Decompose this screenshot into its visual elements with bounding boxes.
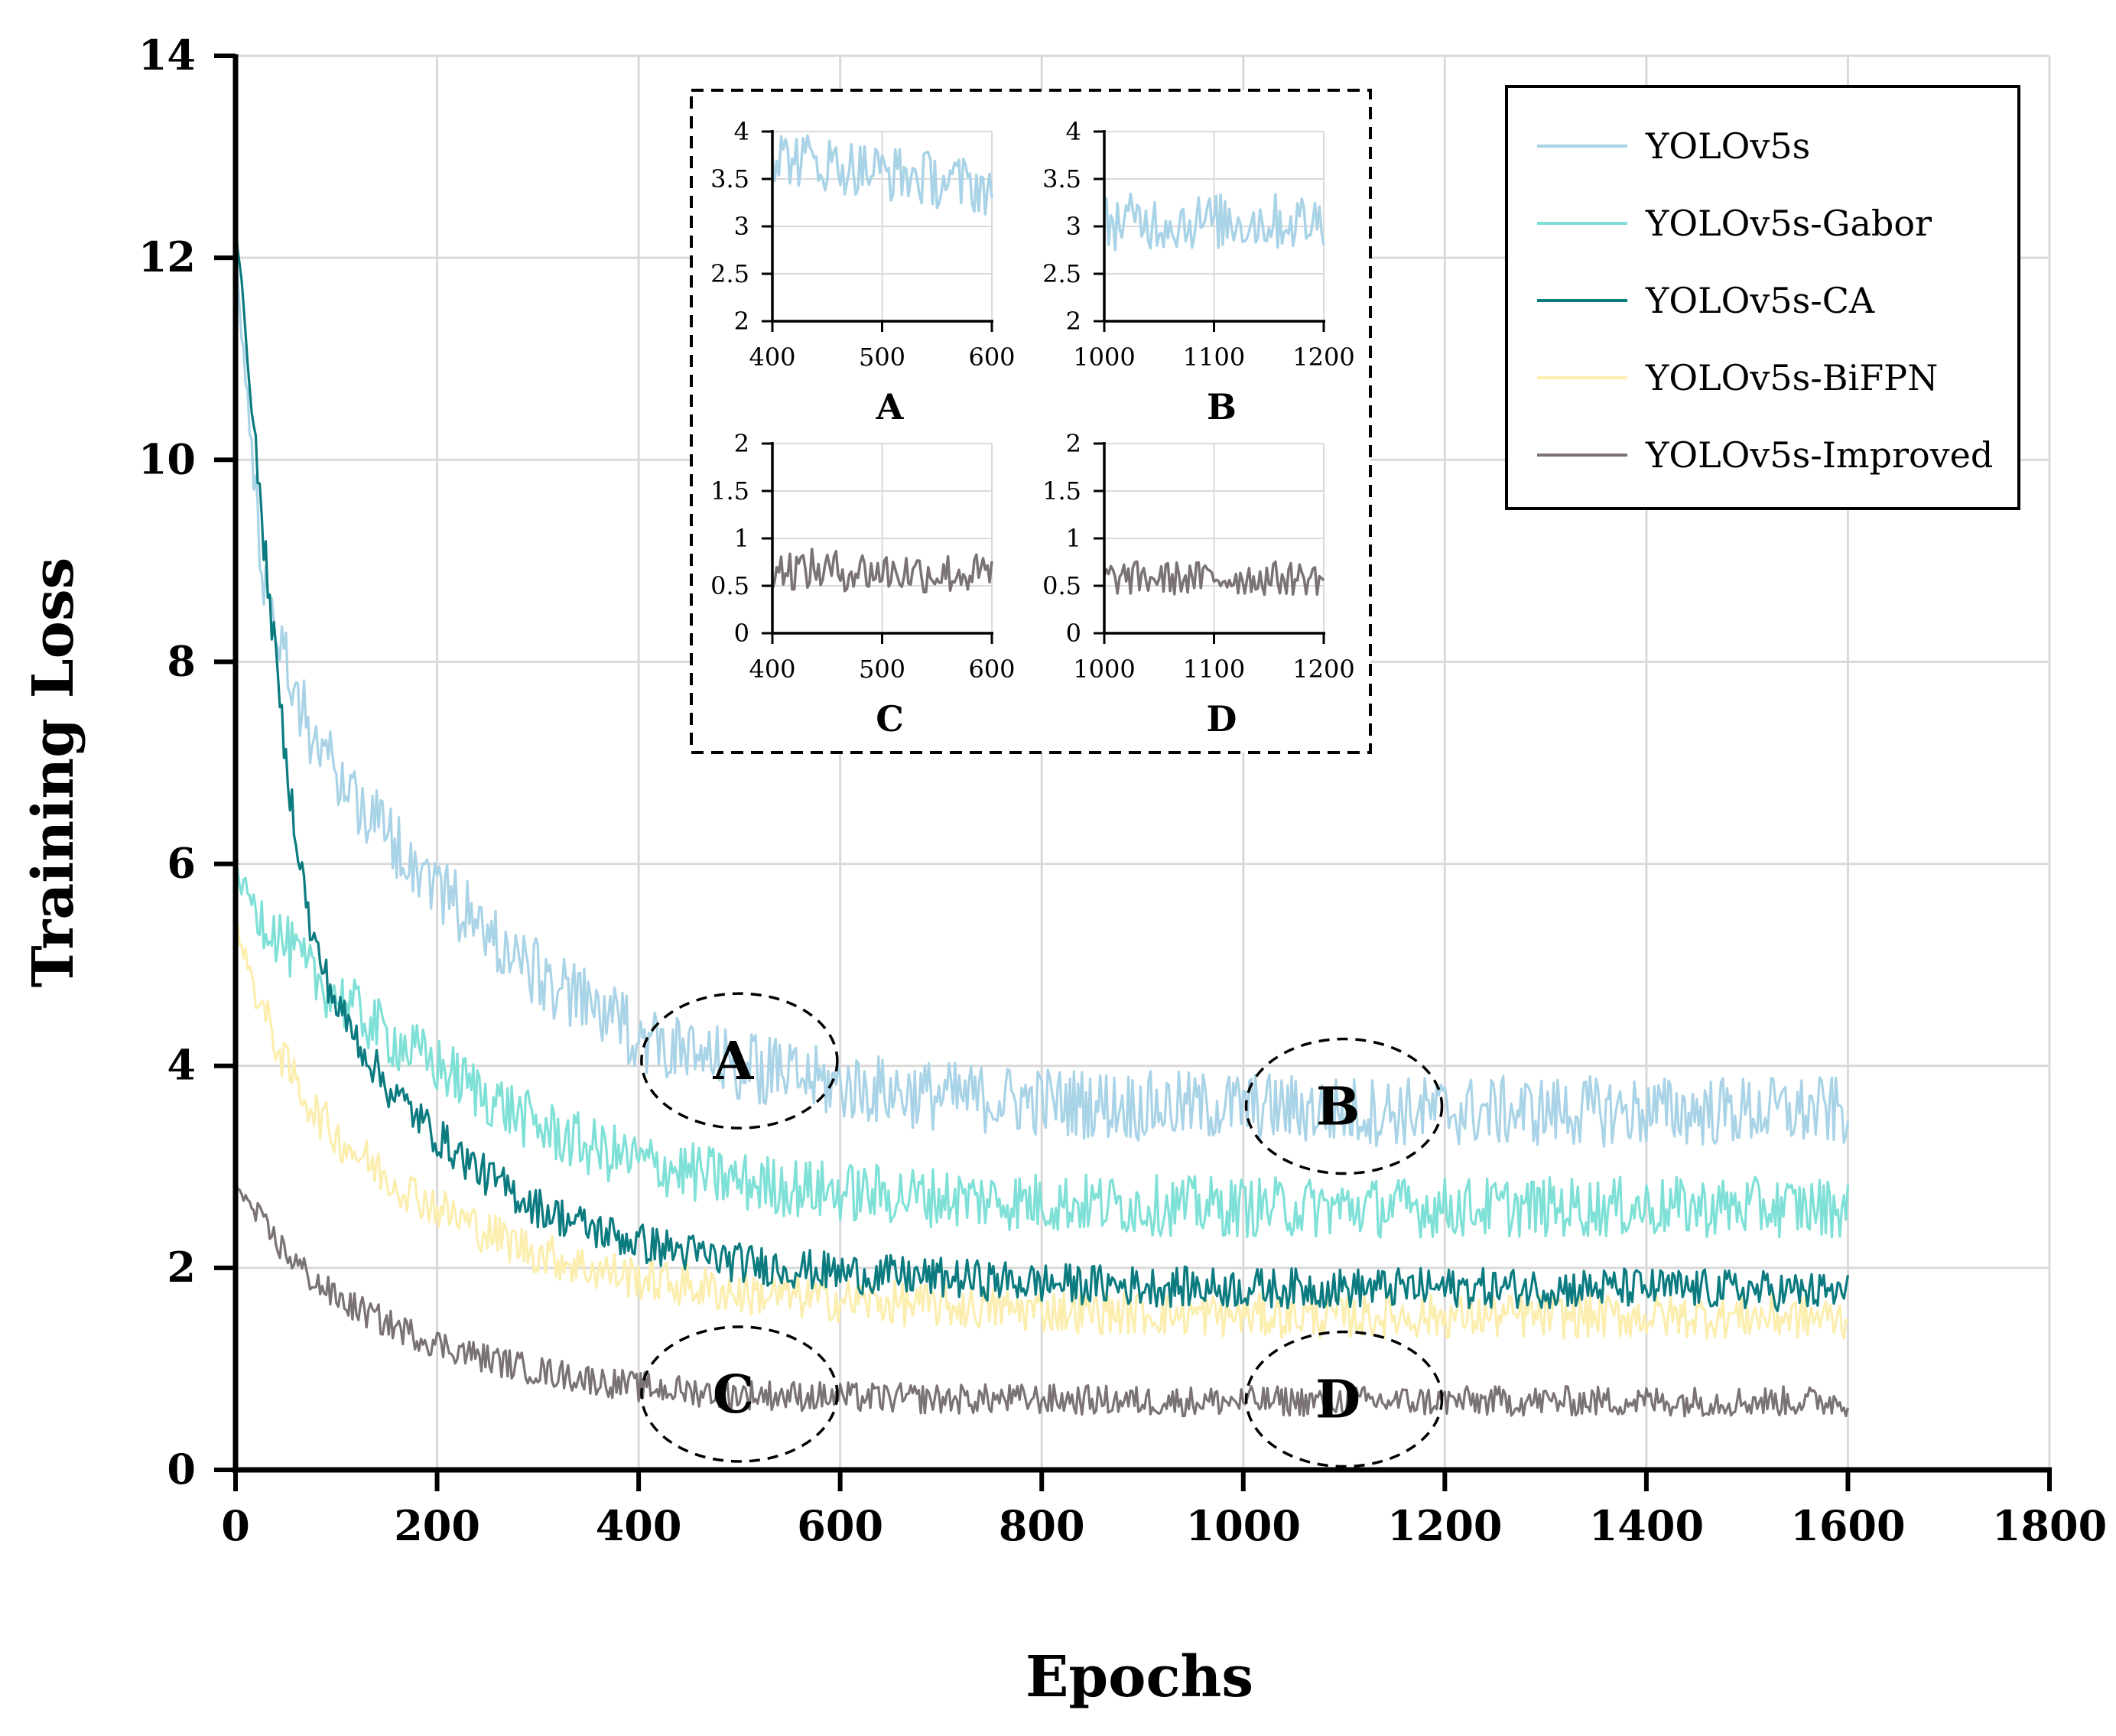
inset-panel-label-a: A [876, 386, 905, 427]
inset-border [690, 89, 1372, 754]
region-label-b: B [1316, 1077, 1360, 1138]
inset-x-tick-label: 500 [859, 343, 905, 372]
x-axis-title: Epochs [1025, 1644, 1253, 1710]
x-tick-label: 400 [596, 1501, 682, 1550]
axes: 0 200 400 600 800 1000 1200 1400 1600 18000246810… [138, 31, 2107, 1550]
y-tick-label: 6 [167, 839, 196, 888]
inset-y-tick-label: 2 [734, 307, 749, 336]
inset-y-tick-label: 2 [1066, 429, 1081, 458]
inset-x-tick-label: 1000 [1073, 655, 1135, 684]
y-tick-label: 0 [167, 1445, 196, 1494]
inset-y-tick-label: 3.5 [710, 164, 749, 193]
x-tick-label: 600 [797, 1501, 883, 1550]
x-tick-label: 1000 [1186, 1501, 1301, 1550]
region-ellipse-a [640, 992, 839, 1130]
y-tick-label: 4 [167, 1041, 196, 1090]
y-tick-label: 12 [138, 232, 196, 281]
series-line-yolov5s [234, 271, 1849, 1148]
inset-y-tick-label: 1.5 [1042, 476, 1081, 506]
inset-x-tick-label: 600 [968, 343, 1015, 372]
legend-entry: YOLOv5s-BiFPN [1645, 357, 1938, 398]
inset-chart-a: 400 500 600 2 2.5 3 3.5 4 A [710, 117, 1015, 427]
region-label-c: C [713, 1364, 754, 1426]
x-tick-label: 1400 [1589, 1501, 1704, 1550]
inset-chart-b: 1000 1100 1200 2 2.5 3 3.5 4 B [1042, 117, 1355, 427]
region-label-d: D [1315, 1370, 1360, 1431]
region-ellipse-c [640, 1325, 839, 1463]
series-line-yolov5s-improved [234, 1177, 1849, 1418]
inset-x-tick-label: 500 [859, 655, 905, 684]
legend-entry: YOLOv5s-Gabor [1645, 203, 1932, 244]
inset-y-tick-label: 0 [734, 619, 749, 648]
inset-y-tick-label: 2.5 [710, 259, 749, 288]
inset-x-tick-label: 600 [968, 655, 1015, 684]
inset-series-line [1103, 560, 1325, 597]
legend: YOLOv5s YOLOv5s-Gabor YOLOv5s-CA YOLOv5s-Bi… [1505, 85, 2020, 510]
legend-entry: YOLOv5s-Improved [1645, 434, 1993, 476]
x-tick-label: 1200 [1387, 1501, 1502, 1550]
y-tick-label: 14 [138, 31, 196, 80]
inset-y-tick-label: 1 [734, 524, 749, 553]
series-line-yolov5s-bifpn [235, 922, 1849, 1340]
x-tick-label: 800 [999, 1501, 1085, 1550]
region-ellipse-b [1244, 1037, 1444, 1175]
inset-y-tick-label: 2 [1066, 307, 1081, 336]
legend-entry: YOLOv5s [1645, 125, 1810, 167]
inset-chart-d: 1000 1100 1200 0 0.5 1 1.5 2 D [1042, 429, 1355, 740]
x-tick-label: 200 [394, 1501, 480, 1550]
y-tick-label: 10 [138, 434, 196, 483]
inset-y-tick-label: 4 [734, 117, 749, 146]
inset-y-tick-label: 4 [1066, 117, 1081, 146]
inset-y-tick-label: 0.5 [1042, 571, 1081, 600]
x-tick-label: 1600 [1790, 1501, 1905, 1550]
inset-x-tick-label: 1000 [1073, 343, 1135, 372]
region-markers: A B C D [640, 992, 1444, 1468]
inset-y-tick-label: 0.5 [710, 571, 749, 600]
series-line-yolov5s-ca [234, 219, 1849, 1312]
inset-panel-label-d: D [1207, 698, 1237, 740]
inset-panel-label-b: B [1207, 386, 1237, 427]
inset-chart-c: 400 500 600 0 0.5 1 1.5 2 C [710, 429, 1015, 740]
inset-x-tick-label: 400 [749, 343, 795, 372]
inset-series-line [771, 548, 993, 593]
inset-y-tick-label: 3.5 [1042, 164, 1081, 193]
legend-entry: YOLOv5s-CA [1645, 280, 1875, 321]
inset-y-tick-label: 3 [1066, 212, 1081, 241]
inset-y-tick-label: 2.5 [1042, 259, 1081, 288]
y-tick-label: 2 [167, 1243, 196, 1292]
inset-series-line [771, 134, 993, 216]
inset-x-tick-label: 1200 [1292, 343, 1354, 372]
inset-x-tick-label: 400 [749, 655, 795, 684]
inset-x-tick-label: 1100 [1183, 655, 1245, 684]
series-line-yolov5s-gabor [234, 861, 1849, 1239]
region-ellipse-d [1244, 1330, 1444, 1468]
inset-panel-label-c: C [876, 698, 904, 740]
inset-series-line [1103, 192, 1325, 252]
x-tick-label: 0 [221, 1501, 250, 1550]
x-tick-label: 1800 [1992, 1501, 2107, 1550]
inset-x-tick-label: 1200 [1292, 655, 1354, 684]
inset-y-tick-label: 0 [1066, 619, 1081, 648]
inset-x-tick-label: 1100 [1183, 343, 1245, 372]
inset-y-tick-label: 1 [1066, 524, 1081, 553]
legend-box [1505, 85, 2020, 510]
y-axis-title: Training Loss [21, 558, 86, 988]
inset-y-tick-label: 1.5 [710, 476, 749, 506]
inset-y-tick-label: 3 [734, 212, 749, 241]
series-layer [234, 219, 1849, 1418]
y-tick-label: 8 [167, 636, 196, 685]
inset-y-tick-label: 2 [734, 429, 749, 458]
region-label-a: A [713, 1031, 755, 1092]
